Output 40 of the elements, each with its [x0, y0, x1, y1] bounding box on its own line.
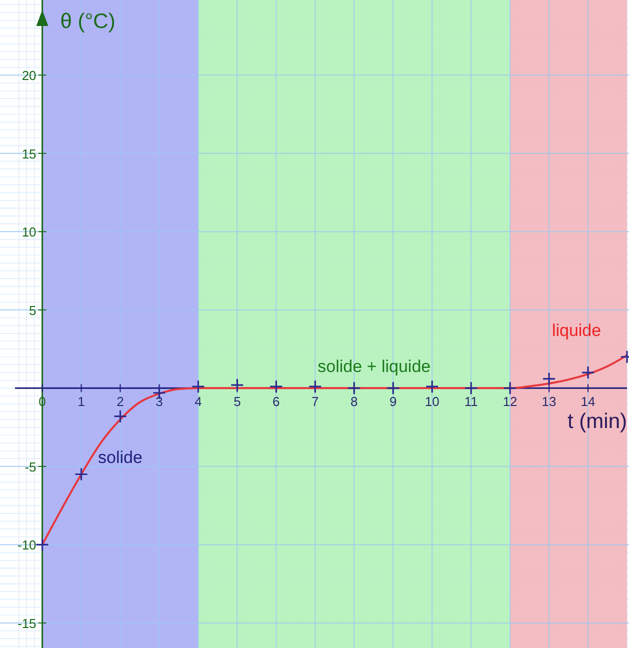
- line-series: [41, 354, 628, 546]
- x-tick-label: 9: [389, 394, 397, 410]
- x-axis-title: t (min): [568, 410, 627, 434]
- x-tick-label: 6: [272, 394, 280, 410]
- x-tick-label: 7: [312, 394, 319, 410]
- point: [230, 378, 244, 392]
- point: [308, 380, 322, 394]
- x-tick-label: 1: [78, 394, 85, 410]
- band-label: solide: [98, 448, 142, 468]
- point: [425, 380, 439, 394]
- x-tick-label: 10: [424, 394, 440, 410]
- point: [503, 381, 517, 395]
- point: [269, 380, 283, 394]
- y-tick-label: -15: [17, 616, 36, 631]
- point: [542, 372, 556, 386]
- point: [347, 381, 361, 395]
- point: [464, 381, 478, 395]
- point: [74, 467, 88, 482]
- y-tick-label: 5: [29, 302, 36, 318]
- y-axis-title: θ (°C): [60, 10, 116, 33]
- x-tick-label: 5: [234, 394, 241, 410]
- point: [386, 381, 400, 395]
- x-tick-label: 12: [502, 394, 518, 410]
- y-tick-label: -5: [24, 459, 36, 474]
- x-tick-label: 8: [350, 394, 358, 410]
- y-tick-label: 15: [22, 146, 36, 162]
- y-tick-label: 20: [22, 68, 36, 84]
- point: [35, 538, 50, 552]
- x-tick-label: 14: [580, 394, 596, 410]
- x-tick-label: 13: [542, 394, 556, 410]
- x-tick-label: 4: [194, 394, 202, 410]
- point: [191, 380, 206, 394]
- point: [581, 366, 595, 380]
- point: [113, 410, 128, 424]
- x-tick-label: 11: [464, 394, 478, 410]
- y-tick-label: 10: [22, 224, 36, 240]
- band-label: liquide: [552, 321, 602, 340]
- band-label: solide + liquide: [318, 357, 431, 376]
- y-tick-label: -10: [17, 538, 36, 553]
- x-tick-label: 2: [116, 394, 124, 410]
